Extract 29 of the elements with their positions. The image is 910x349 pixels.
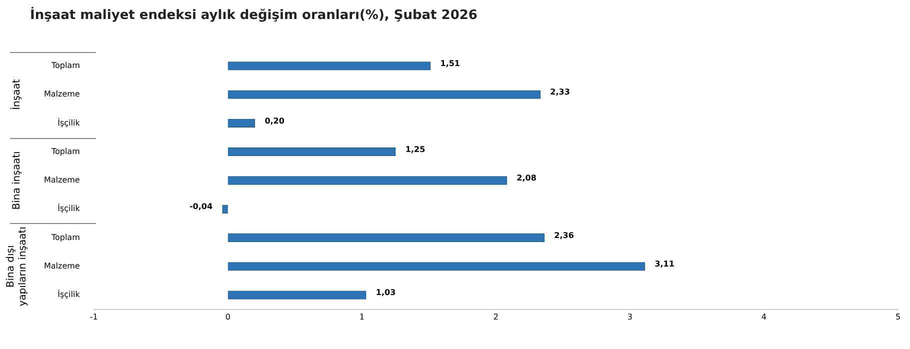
y-tick-label: İşçilik <box>58 289 80 300</box>
x-tick-label: 0 <box>225 312 230 322</box>
chart-title: İnşaat maliyet endeksi aylık değişim oranları(%), Şubat 2026 <box>30 6 478 24</box>
text: İnşaat <box>10 79 23 110</box>
y-tick-label: Toplam <box>50 61 80 70</box>
y-tick-label: Malzeme <box>44 262 80 271</box>
data-label: 1,25 <box>405 144 426 154</box>
text: Bina dışı yapıların inşaatı <box>6 226 29 306</box>
y-tick-label: Malzeme <box>44 176 80 185</box>
x-tick-label: 3 <box>627 312 632 322</box>
y-tick-label: Toplam <box>50 146 80 156</box>
text: Bina inşaatı <box>12 151 23 210</box>
y-tick-label: İşçilik <box>58 203 80 214</box>
data-label: 2,36 <box>554 230 574 240</box>
data-label: 2,08 <box>516 174 537 183</box>
x-tick-label: -1 <box>90 312 98 322</box>
x-tick-label: 4 <box>761 312 767 322</box>
data-label: 0,20 <box>264 116 285 126</box>
data-label: 1,51 <box>440 59 460 68</box>
y-tick-label: Toplam <box>50 232 80 242</box>
y-tick-label: Malzeme <box>44 90 80 99</box>
data-label: 2,33 <box>550 88 570 97</box>
x-tick-label: 5 <box>895 312 901 322</box>
x-tick-label: 2 <box>493 312 498 322</box>
data-label: 1,03 <box>376 288 396 298</box>
y-tick-label: İşçilik <box>58 117 80 128</box>
data-label: 3,11 <box>654 260 675 269</box>
data-label: -0,04 <box>189 202 213 212</box>
x-tick-label: 1 <box>359 312 364 322</box>
